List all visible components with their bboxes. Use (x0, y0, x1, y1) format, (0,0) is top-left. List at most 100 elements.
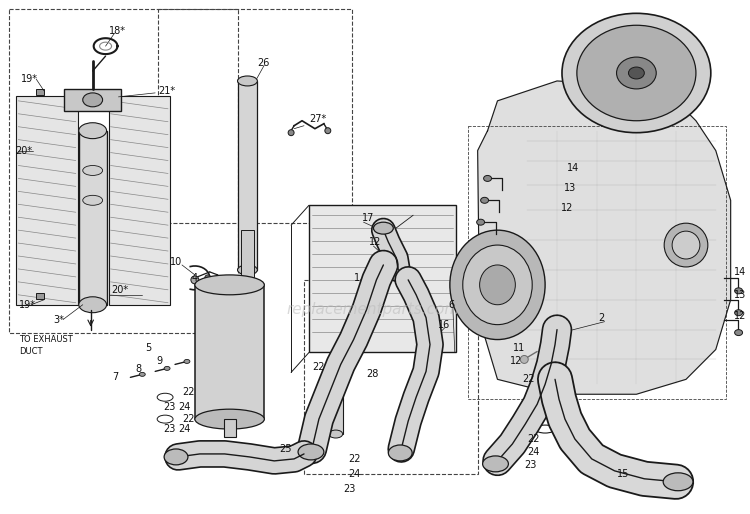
Bar (195, 285, 264, 419)
Ellipse shape (195, 409, 264, 429)
Text: 12: 12 (511, 356, 523, 366)
Text: 26: 26 (257, 58, 270, 68)
Ellipse shape (616, 57, 656, 89)
Ellipse shape (562, 13, 711, 133)
Text: 3*: 3* (53, 315, 64, 325)
Ellipse shape (672, 231, 700, 259)
Text: 5: 5 (146, 342, 152, 353)
Ellipse shape (82, 195, 103, 205)
Text: 22: 22 (182, 387, 194, 397)
Text: 12: 12 (561, 203, 573, 213)
Ellipse shape (79, 123, 106, 139)
Ellipse shape (374, 222, 393, 234)
Ellipse shape (577, 25, 696, 121)
Ellipse shape (205, 275, 211, 281)
Ellipse shape (164, 449, 188, 465)
Bar (79, 131, 106, 305)
Ellipse shape (82, 166, 103, 175)
Ellipse shape (325, 127, 331, 134)
Text: 23: 23 (344, 484, 356, 494)
Text: 22: 22 (349, 454, 361, 464)
Text: 22: 22 (522, 374, 535, 384)
Bar (109, 96, 170, 305)
Text: 22: 22 (312, 362, 325, 373)
Text: 6: 6 (448, 300, 454, 310)
Text: 23: 23 (524, 460, 537, 470)
Ellipse shape (298, 444, 324, 460)
Ellipse shape (288, 130, 294, 136)
Ellipse shape (82, 93, 103, 107)
Ellipse shape (734, 288, 742, 294)
Ellipse shape (191, 276, 199, 284)
Text: 17: 17 (362, 213, 374, 223)
Ellipse shape (663, 473, 693, 491)
Text: 15: 15 (616, 469, 629, 479)
Text: 22: 22 (527, 434, 540, 444)
Text: 13: 13 (734, 290, 746, 300)
Text: 24: 24 (349, 469, 361, 479)
Ellipse shape (79, 297, 106, 313)
Text: 21*: 21* (158, 86, 176, 96)
Text: 12: 12 (368, 237, 381, 247)
Text: 14: 14 (567, 163, 579, 174)
Bar (36, 89, 44, 95)
Bar (64, 89, 122, 111)
Ellipse shape (238, 76, 257, 86)
Text: 20*: 20* (112, 285, 129, 295)
Ellipse shape (734, 310, 742, 316)
Text: 12: 12 (734, 310, 746, 321)
Ellipse shape (520, 356, 528, 363)
Text: 22: 22 (182, 414, 194, 424)
Bar (309, 205, 456, 353)
Ellipse shape (664, 223, 708, 267)
Text: 25: 25 (279, 444, 292, 454)
Text: 24: 24 (178, 402, 190, 412)
Text: DUCT: DUCT (20, 347, 43, 356)
Ellipse shape (463, 245, 532, 325)
Bar (16, 96, 78, 305)
Text: 7: 7 (112, 372, 118, 382)
Text: 18*: 18* (109, 26, 125, 36)
Text: 23: 23 (163, 424, 176, 434)
Bar (224, 419, 236, 437)
Text: replacementparts.com: replacementparts.com (286, 302, 460, 317)
Text: 8: 8 (135, 364, 142, 374)
Ellipse shape (482, 456, 508, 472)
Bar (158, 9, 352, 223)
Text: TO EXHAUST: TO EXHAUST (20, 335, 73, 344)
Text: 28: 28 (367, 370, 379, 379)
Polygon shape (478, 81, 730, 394)
Text: 19*: 19* (21, 74, 38, 84)
Text: 27*: 27* (309, 114, 326, 124)
Ellipse shape (480, 265, 515, 305)
Text: 23: 23 (163, 402, 176, 412)
Bar (241, 230, 254, 280)
Text: 9: 9 (156, 356, 162, 366)
Bar (304, 280, 478, 474)
Text: 4: 4 (192, 273, 198, 283)
Ellipse shape (140, 372, 146, 376)
Text: 24: 24 (178, 424, 190, 434)
Ellipse shape (481, 197, 488, 204)
Text: 24: 24 (527, 447, 540, 457)
Text: 10: 10 (170, 257, 182, 267)
Text: 13: 13 (564, 183, 576, 193)
Text: 20*: 20* (15, 145, 32, 156)
Bar (9, 9, 238, 333)
Text: 11: 11 (513, 342, 526, 353)
Ellipse shape (628, 67, 644, 79)
Ellipse shape (238, 265, 257, 275)
Ellipse shape (328, 430, 343, 438)
Text: 1: 1 (353, 273, 360, 283)
Ellipse shape (450, 230, 545, 340)
Text: 2: 2 (598, 313, 605, 323)
Ellipse shape (388, 445, 412, 461)
Bar (328, 379, 343, 434)
Text: 14: 14 (734, 267, 746, 277)
Ellipse shape (184, 359, 190, 363)
Bar (238, 81, 257, 270)
Text: 16: 16 (438, 320, 450, 329)
Bar (36, 293, 44, 299)
Text: 19*: 19* (20, 300, 36, 310)
Ellipse shape (484, 175, 491, 181)
